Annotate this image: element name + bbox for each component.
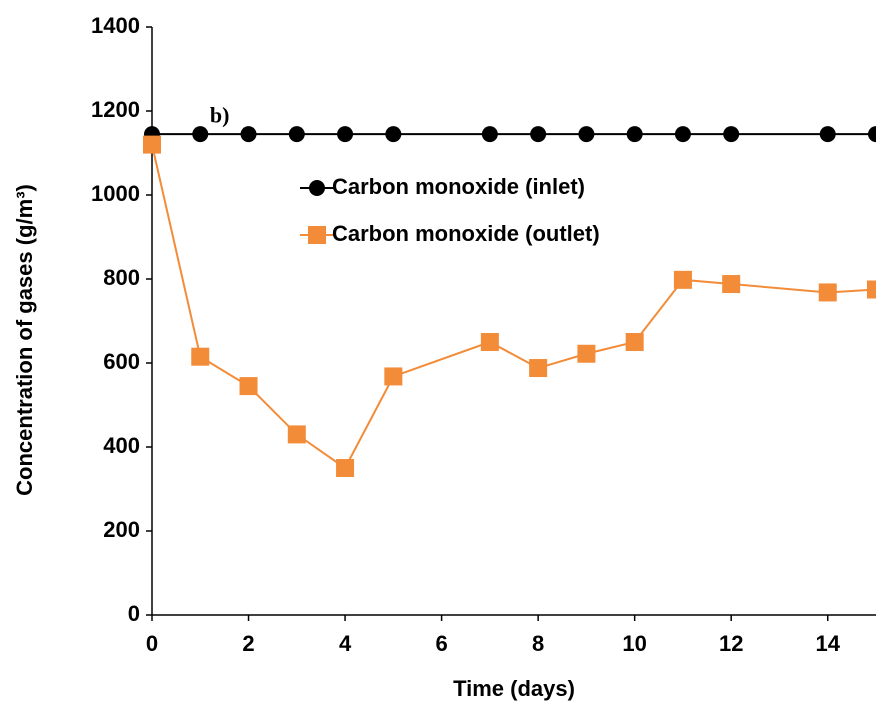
legend-label: Carbon monoxide (outlet): [332, 221, 600, 246]
y-tick-label: 200: [103, 517, 140, 542]
legend-label: Carbon monoxide (inlet): [332, 174, 585, 199]
data-point: [530, 126, 547, 143]
data-point: [385, 126, 402, 143]
x-tick-label: 2: [242, 631, 254, 656]
data-point: [868, 126, 876, 143]
data-point: [337, 126, 354, 143]
y-tick-label: 1000: [91, 181, 140, 206]
data-point: [480, 333, 499, 351]
data-point: [287, 425, 306, 444]
data-point: [529, 359, 548, 378]
x-tick-label: 8: [532, 631, 544, 656]
data-point: [625, 333, 644, 351]
legend-marker: [308, 226, 326, 244]
data-point: [191, 347, 210, 366]
data-point: [336, 459, 355, 477]
x-tick-label: 10: [622, 631, 646, 656]
data-point: [384, 367, 403, 386]
data-point: [578, 126, 595, 143]
data-point: [577, 344, 596, 363]
x-tick-label: 4: [339, 631, 352, 656]
data-point: [240, 126, 257, 143]
data-point: [673, 270, 692, 289]
data-point: [288, 126, 305, 143]
data-point: [192, 126, 209, 143]
data-point: [722, 275, 741, 294]
y-tick-label: 1200: [91, 97, 140, 122]
data-point: [867, 280, 876, 299]
x-axis-title: Time (days): [453, 676, 575, 701]
data-point: [818, 283, 837, 302]
x-tick-label: 0: [146, 631, 158, 656]
y-tick-label: 1400: [91, 13, 140, 38]
x-tick-label: 6: [435, 631, 447, 656]
y-tick-label: 400: [103, 433, 140, 458]
data-point: [239, 377, 258, 396]
legend-marker: [309, 180, 325, 196]
data-point: [674, 126, 691, 143]
annotation: b): [210, 102, 230, 127]
y-tick-label: 600: [103, 349, 140, 374]
data-point: [723, 126, 740, 143]
data-point: [143, 135, 161, 154]
data-point: [626, 126, 643, 143]
y-tick-label: 800: [103, 265, 140, 290]
x-tick-label: 14: [815, 631, 840, 656]
y-tick-label: 0: [128, 601, 140, 626]
y-axis-title: Concentration of gases (g/m³): [12, 184, 37, 496]
data-point: [481, 126, 498, 143]
x-tick-label: 12: [719, 631, 743, 656]
data-point: [819, 126, 836, 143]
